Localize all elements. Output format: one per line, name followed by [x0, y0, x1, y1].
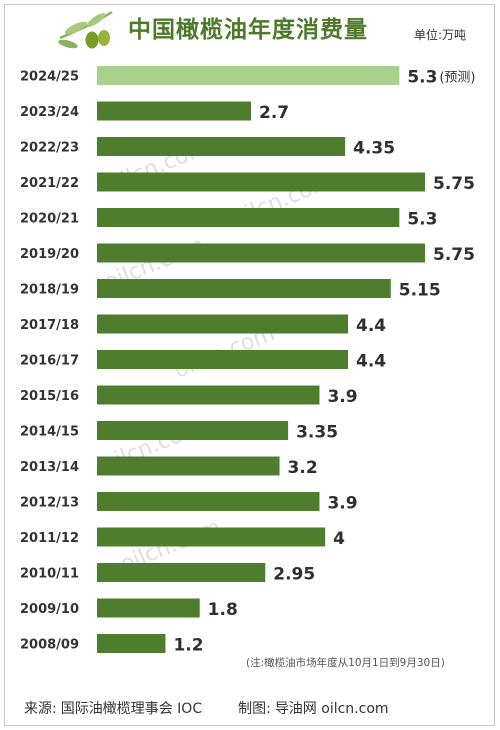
category-label: 2016/17 [20, 354, 79, 369]
value-label: 5.3 [407, 210, 437, 230]
category-label: 2012/13 [20, 496, 79, 511]
forecast-bar [97, 66, 400, 85]
category-label: 2018/19 [20, 283, 79, 298]
bar [97, 208, 400, 227]
bar [97, 279, 391, 298]
bar [97, 492, 320, 511]
made-label: 制图: [238, 701, 271, 717]
bar [97, 314, 348, 334]
bar [97, 101, 252, 121]
value-label: 3.35 [296, 423, 338, 443]
category-label: 2022/23 [20, 141, 79, 156]
category-label: 2008/09 [20, 638, 79, 653]
category-label: 2009/10 [20, 602, 79, 617]
value-label: 4.4 [356, 316, 386, 336]
value-label: 4.35 [353, 139, 395, 159]
category-label: 2014/15 [20, 425, 79, 440]
olive-branch-icon [58, 10, 113, 49]
value-label: 5.15 [399, 281, 441, 301]
bar [97, 350, 348, 369]
value-label: 4.4 [356, 352, 386, 372]
value-label: 4 [333, 529, 345, 549]
bar [97, 137, 346, 156]
category-label: 2023/24 [20, 105, 79, 120]
bar [97, 598, 200, 618]
value-label: 3.2 [288, 458, 318, 478]
category-label: 2013/14 [20, 460, 79, 475]
category-label: 2017/18 [20, 318, 79, 333]
category-label: 2015/16 [20, 389, 79, 404]
footnote: (注:橄榄油市场年度从10月1日到9月30日) [246, 657, 445, 669]
value-label: 5.75 [433, 245, 475, 265]
value-label: 2.7 [259, 103, 289, 123]
unit-label: 单位:万吨 [414, 28, 467, 42]
category-label: 2011/12 [20, 531, 79, 546]
value-label: 5.75 [433, 174, 475, 194]
category-label: 2021/22 [20, 176, 79, 191]
bar [97, 421, 289, 440]
footer: 来源: 国际油橄榄理事会 IOC 制图: 导油网 oilcn.com [24, 698, 393, 718]
value-label: 3.9 [327, 494, 357, 514]
page-title: 中国橄榄油年度消费量 [128, 17, 368, 43]
bar [97, 563, 266, 582]
forecast-label: (预测) [439, 71, 475, 86]
bar [97, 243, 425, 263]
value-label: 3.9 [327, 387, 357, 407]
value-label: 1.8 [208, 600, 238, 620]
bar [97, 172, 425, 192]
source-value: 国际油橄榄理事会 IOC [60, 701, 203, 717]
category-label: 2024/25 [20, 70, 79, 85]
made-value: 导油网 oilcn.com [274, 701, 389, 717]
category-label: 2010/11 [20, 567, 79, 582]
category-label: 2020/21 [20, 212, 79, 227]
value-label: 5.3 [407, 68, 437, 88]
bar [97, 634, 166, 653]
bar [97, 456, 280, 476]
value-label: 1.2 [173, 636, 203, 656]
bar [97, 527, 326, 547]
value-label: 2.95 [273, 565, 315, 585]
source-label: 来源: [24, 701, 57, 717]
category-label: 2019/20 [20, 247, 79, 262]
bar [97, 385, 320, 405]
